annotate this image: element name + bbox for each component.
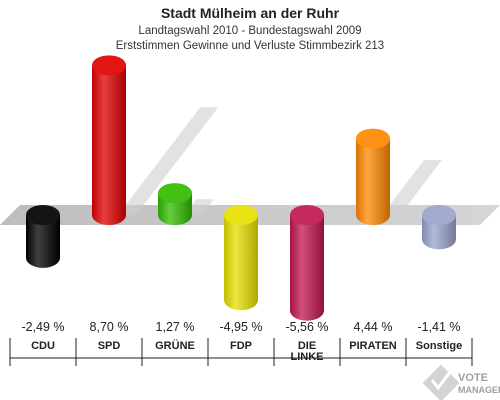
- value-label-fdp: -4,95 %: [219, 320, 262, 334]
- category-label-die-linke-1: DIE: [298, 340, 316, 352]
- bar-top-fdp: [224, 205, 258, 225]
- chart-subtitle: Landtagswahl 2010 - Bundestagswahl 2009: [138, 25, 361, 37]
- bar-sonstige: [422, 205, 456, 250]
- watermark-vote: VOTE: [458, 372, 488, 384]
- bar-shadow-spd: [118, 107, 219, 215]
- value-label-spd: 8,70 %: [90, 320, 129, 334]
- bar-spd: [92, 55, 126, 225]
- bar-top-sonstige: [422, 205, 456, 225]
- watermark-manager: MANAGER: [458, 385, 500, 395]
- value-labels: -2,49 % 8,70 % 1,27 % -4,95 % -5,56 % 4,44 % -…: [21, 320, 460, 334]
- bar-top-piraten: [356, 128, 390, 149]
- bar-body-cdu: [26, 215, 60, 268]
- category-label-cdu: CDU: [31, 340, 55, 352]
- bar-body-piraten: [356, 138, 390, 225]
- vote-manager-logo: VOTE MANAGER: [422, 364, 500, 400]
- bar-cdu: [26, 205, 60, 268]
- bar-top-spd: [92, 55, 126, 76]
- bar-fdp: [224, 205, 258, 311]
- category-label-fdp: FDP: [230, 340, 252, 352]
- bar-die-linke: [290, 205, 324, 321]
- bar-top-cdu: [26, 205, 60, 225]
- bar-top-die-linke: [290, 205, 324, 225]
- value-label-sonstige: -1,41 %: [417, 320, 460, 334]
- bar-top-gruene: [158, 183, 192, 204]
- chart-subtitle-2: Erststimmen Gewinne und Verluste Stimmbe…: [116, 40, 384, 52]
- bar-shadow-piraten: [382, 160, 443, 215]
- category-label-die-linke-2: LINKE: [291, 351, 324, 363]
- value-label-piraten: 4,44 %: [354, 320, 393, 334]
- chart-title: Stadt Mülheim an der Ruhr: [161, 5, 340, 21]
- value-label-gruene: 1,27 %: [156, 320, 195, 334]
- bar-body-die-linke: [290, 215, 324, 321]
- bars: [26, 55, 456, 321]
- category-label-gruene: GRÜNE: [155, 339, 195, 352]
- bar-gruene: [158, 183, 192, 225]
- bar-body-spd: [92, 65, 126, 225]
- value-label-cdu: -2,49 %: [21, 320, 64, 334]
- bar-body-fdp: [224, 215, 258, 311]
- value-label-die-linke: -5,56 %: [285, 320, 328, 334]
- category-label-spd: SPD: [98, 340, 121, 352]
- category-label-sonstige: Sonstige: [416, 340, 462, 352]
- bar-piraten: [356, 128, 390, 225]
- category-label-piraten: PIRATEN: [349, 340, 397, 352]
